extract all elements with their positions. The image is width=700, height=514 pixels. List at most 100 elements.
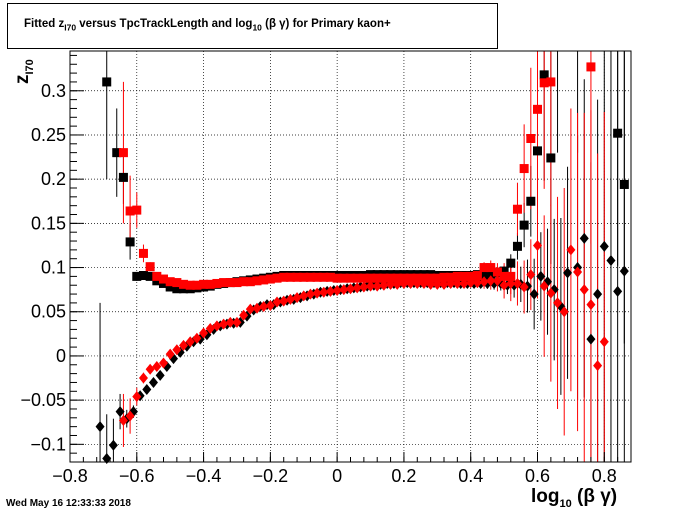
data-point-diamond: [245, 303, 255, 315]
data-point-square: [192, 280, 202, 290]
data-point-square: [252, 276, 262, 286]
data-point-square: [265, 274, 275, 284]
x-tick-label: −0.8: [52, 466, 88, 486]
data-point-square: [499, 266, 509, 276]
data-point-diamond: [366, 280, 376, 292]
x-tick-label: 0.2: [391, 466, 416, 486]
data-point-diamond: [586, 299, 596, 311]
data-point-diamond: [155, 369, 165, 381]
data-point-square: [159, 274, 168, 284]
data-point-diamond: [272, 296, 282, 308]
data-point-square: [479, 263, 489, 273]
data-point-square: [112, 148, 122, 158]
data-point-diamond: [546, 287, 556, 299]
data-point-square: [546, 77, 556, 87]
grid-layer: [69, 51, 631, 462]
data-point-square: [118, 148, 128, 158]
x-tick-label: 0.8: [592, 466, 617, 486]
data-point-square: [138, 248, 148, 258]
data-point-square: [546, 153, 556, 163]
y-tick-label: 0: [56, 346, 66, 366]
data-point-square: [526, 196, 536, 206]
data-point-square: [172, 278, 182, 288]
data-point-diamond: [586, 333, 596, 345]
data-point-diamond: [339, 284, 349, 296]
data-point-square: [118, 172, 128, 182]
data-point-diamond: [426, 278, 436, 290]
data-point-diamond: [499, 279, 509, 291]
data-point-square: [132, 271, 142, 281]
data-point-diamond: [319, 286, 329, 298]
title-box: Fitted zI70 versus TpcTrackLength and lo…: [7, 3, 498, 49]
data-point-diamond: [459, 277, 469, 289]
x-tick-label: −0.4: [186, 466, 222, 486]
data-point-diamond: [392, 278, 402, 290]
data-point-diamond: [148, 376, 158, 388]
data-point-square: [219, 278, 229, 288]
data-point-diamond: [152, 361, 162, 373]
data-point-square: [205, 279, 215, 289]
data-point-square: [279, 272, 289, 282]
data-point-square: [325, 272, 335, 282]
data-point-diamond: [619, 265, 629, 277]
x-tick-label: −0.2: [253, 466, 289, 486]
data-point-diamond: [599, 336, 609, 348]
data-point-square: [439, 272, 449, 282]
data-point-diamond: [312, 287, 322, 299]
data-point-square: [305, 272, 315, 282]
data-point-diamond: [526, 269, 536, 281]
data-point-diamond: [179, 339, 189, 351]
data-point-diamond: [285, 293, 295, 305]
data-point-diamond: [95, 421, 105, 433]
data-point-square: [225, 278, 235, 288]
data-point-diamond: [332, 285, 342, 297]
y-tick-label: 0.1: [41, 258, 66, 278]
data-point-diamond: [108, 439, 118, 451]
data-point-square: [352, 273, 362, 283]
data-point-square: [319, 272, 329, 282]
data-point-square: [132, 205, 142, 215]
data-point-diamond: [212, 320, 222, 332]
data-point-diamond: [512, 277, 522, 289]
data-point-square: [145, 262, 155, 272]
data-point-diamond: [219, 318, 229, 330]
y-tick-label: 0.2: [41, 169, 66, 189]
data-point-square: [539, 70, 549, 80]
data-point-diamond: [132, 391, 142, 403]
data-point-diamond: [593, 360, 603, 372]
data-point-diamond: [506, 277, 516, 289]
data-point-square: [165, 282, 175, 292]
data-point-diamond: [613, 285, 623, 297]
data-point-diamond: [159, 357, 168, 369]
data-point-square: [459, 271, 469, 281]
data-point-square: [232, 278, 242, 288]
data-point-square: [512, 241, 522, 251]
data-point-diamond: [399, 277, 409, 289]
data-point-diamond: [265, 300, 275, 312]
data-point-diamond: [379, 279, 389, 291]
data-point-square: [292, 272, 302, 282]
y-tick-label: 0.05: [31, 302, 66, 322]
y-tick-label: 0.25: [31, 125, 66, 145]
data-point-diamond: [519, 281, 529, 293]
data-point-diamond: [479, 276, 489, 288]
data-point-square: [125, 237, 135, 247]
data-point-square: [372, 273, 382, 283]
x-axis-label: log10 (β γ): [531, 486, 618, 510]
data-point-square: [125, 206, 135, 216]
data-point-square: [519, 164, 529, 174]
data-point-diamond: [452, 277, 462, 289]
x-tick-label: 0.6: [525, 466, 550, 486]
data-point-square: [359, 273, 369, 283]
data-point-diamond: [446, 277, 456, 289]
data-point-square: [533, 104, 542, 114]
data-point-diamond: [115, 406, 125, 418]
data-point-square: [613, 128, 623, 138]
data-point-square: [533, 146, 542, 156]
data-point-square: [245, 277, 255, 287]
data-point-square: [138, 271, 148, 281]
data-point-square: [102, 77, 112, 87]
data-point-diamond: [419, 277, 429, 289]
data-point-diamond: [539, 280, 549, 292]
